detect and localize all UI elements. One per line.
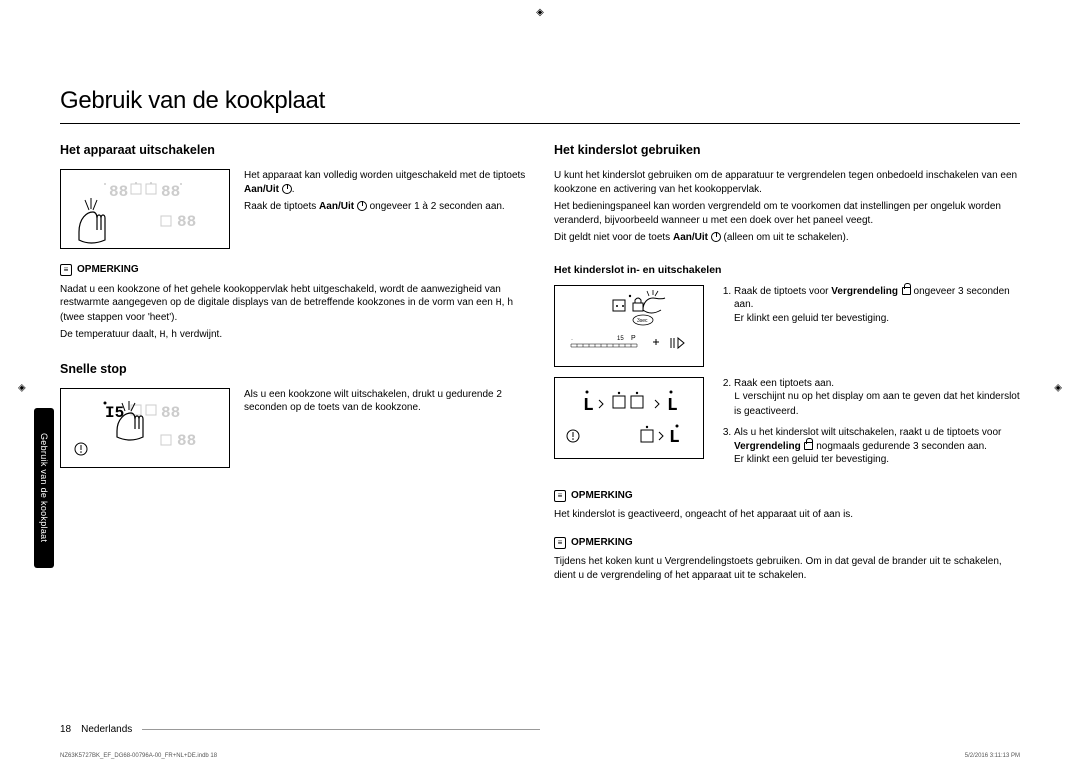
note-label: OPMERKING <box>571 489 633 503</box>
power-icon <box>282 184 292 194</box>
p: ongeveer 1 à 2 seconden aan. <box>367 201 505 212</box>
title-rule <box>60 123 1020 124</box>
control-panel-illustration-4: L L L <box>554 377 704 459</box>
svg-text:·: · <box>571 337 573 343</box>
slider-15: 15 <box>617 336 624 342</box>
page: Gebruik van de kookplaat Het apparaat ui… <box>0 0 1080 626</box>
lock-icon <box>902 287 911 295</box>
step-3: Als u het kinderslot wilt uitschakelen, … <box>734 426 1020 467</box>
print-meta: NZ63K5727BK_EF_DG68-00796A-00_FR+NL+DE.i… <box>60 752 1020 760</box>
p: U kunt het kinderslot gebruiken om de ap… <box>554 169 1020 196</box>
steps-list: Raak de tiptoets voor Vergrendeling onge… <box>718 285 1020 326</box>
page-lang: Nederlands <box>81 723 132 737</box>
right-column: Het kinderslot gebruiken U kunt het kind… <box>554 142 1020 586</box>
power-icon <box>711 232 721 242</box>
svg-text:L: L <box>583 396 594 416</box>
reg-left: ◈ <box>18 381 26 395</box>
p: Het bedieningspaneel kan worden vergrend… <box>554 200 1020 227</box>
svg-text:L: L <box>669 428 680 448</box>
svg-text:88: 88 <box>161 183 180 201</box>
note-heading: ≡ OPMERKING <box>60 263 526 277</box>
sec2-text: Als u een kookzone wilt uitschakelen, dr… <box>244 388 526 419</box>
p: Raak de tiptoets <box>244 201 319 212</box>
p: Dit geldt niet voor de toets Aan/Uit (al… <box>554 231 1020 245</box>
note-text-2: De temperatuur daalt, H, h verdwijnt. <box>60 328 526 343</box>
svg-text:88: 88 <box>177 213 196 231</box>
note-icon: ≡ <box>554 490 566 502</box>
svg-text:I5: I5 <box>105 404 124 422</box>
side-tab: Gebruik van de kookplaat <box>34 408 54 568</box>
subheading-kinderslot-inuit: Het kinderslot in- en uitschakelen <box>554 263 1020 277</box>
reg-top: ◈ <box>536 6 544 20</box>
svg-text:L: L <box>667 396 678 416</box>
slider-p: P <box>631 335 636 342</box>
heading-snelle-stop: Snelle stop <box>60 361 526 378</box>
svg-text:88: 88 <box>177 432 196 450</box>
p: . <box>292 184 295 195</box>
side-tab-label: Gebruik van de kookplaat <box>38 433 50 542</box>
note-heading: ≡ OPMERKING <box>554 489 1020 503</box>
note-text: Het kinderslot is geactiveerd, ongeacht … <box>554 508 1020 522</box>
left-column: Het apparaat uitschakelen 88 88 88 <box>60 142 526 586</box>
note-text: Nadat u een kookzone of het gehele kooko… <box>60 283 526 325</box>
bold: Aan/Uit <box>244 184 279 195</box>
control-panel-illustration-1: 88 88 88 <box>60 169 230 249</box>
power-icon <box>357 201 367 211</box>
p: Het apparaat kan volledig worden uitgesc… <box>244 170 525 181</box>
label-3sec: 3sec <box>637 318 648 324</box>
note-heading: ≡ OPMERKING <box>554 536 1020 550</box>
control-panel-illustration-2: I5 88 88 <box>60 388 230 468</box>
step-2: Raak een tiptoets aan. L verschijnt nu o… <box>734 377 1020 419</box>
steps-list-cont: Raak een tiptoets aan. L verschijnt nu o… <box>718 377 1020 467</box>
note-icon: ≡ <box>60 264 72 276</box>
note-label: OPMERKING <box>571 536 633 550</box>
note-text: Tijdens het koken kunt u Vergrendelingst… <box>554 555 1020 582</box>
svg-text:88: 88 <box>161 404 180 422</box>
bold: Aan/Uit <box>319 201 354 212</box>
heading-kinderslot: Het kinderslot gebruiken <box>554 142 1020 159</box>
page-title: Gebruik van de kookplaat <box>60 85 1020 117</box>
step-1: Raak de tiptoets voor Vergrendeling onge… <box>734 285 1020 326</box>
page-number: 18 <box>60 723 71 737</box>
lock-icon <box>804 442 813 450</box>
footer-rule <box>142 729 540 730</box>
heading-apparaat-uitschakelen: Het apparaat uitschakelen <box>60 142 526 159</box>
svg-text:88: 88 <box>109 183 128 201</box>
reg-right: ◈ <box>1054 381 1062 395</box>
control-panel-illustration-3: 3sec · 15 P <box>554 285 704 367</box>
meta-date: 5/2/2016 3:11:13 PM <box>965 752 1020 760</box>
note-icon: ≡ <box>554 537 566 549</box>
meta-file: NZ63K5727BK_EF_DG68-00796A-00_FR+NL+DE.i… <box>60 752 217 760</box>
note-label: OPMERKING <box>77 263 139 277</box>
page-footer: 18 Nederlands <box>60 723 540 737</box>
sec1-text: Het apparaat kan volledig worden uitgesc… <box>244 169 526 218</box>
p: Als u een kookzone wilt uitschakelen, dr… <box>244 388 526 415</box>
